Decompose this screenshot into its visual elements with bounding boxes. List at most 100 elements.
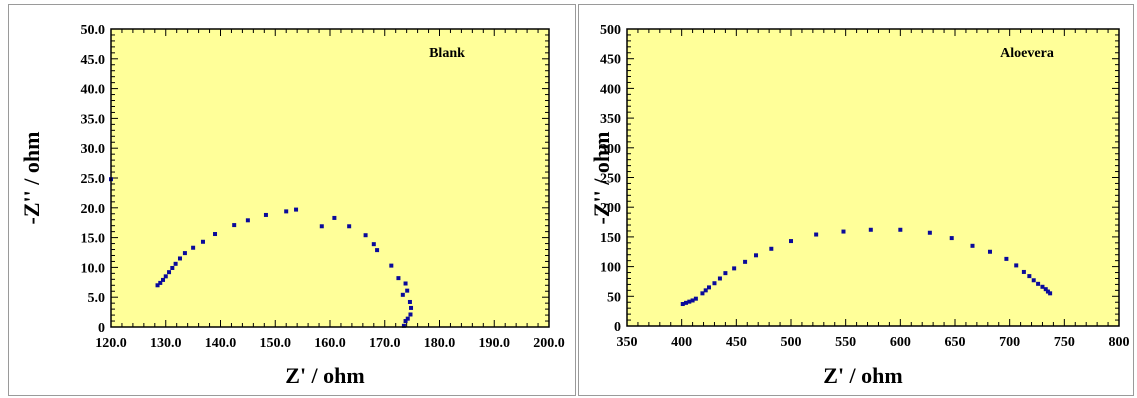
x-tick-label: 750	[1054, 335, 1075, 350]
data-point	[332, 215, 337, 220]
data-point	[712, 281, 717, 286]
plot-frame	[626, 28, 1120, 327]
y-tick-label: 450	[600, 53, 621, 68]
y-tick-labels: 0 5.0 10.0 15.0 20.0 25.0 30.0 35.0 40.0…	[81, 23, 106, 336]
chart-blank: 0 5.0 10.0 15.0 20.0 25.0 30.0 35.0 40.0…	[19, 23, 565, 388]
y-tick-label: 30.0	[81, 142, 106, 157]
x-tick-label: 130.0	[150, 336, 182, 351]
data-point	[213, 232, 218, 237]
data-point	[1036, 281, 1041, 286]
data-point	[363, 233, 368, 238]
x-axis-title: Z' / ohm	[285, 363, 364, 388]
y-tick-label: 300	[600, 142, 621, 157]
x-tick-label: 800	[1109, 335, 1130, 350]
data-point	[191, 245, 196, 250]
data-point	[1043, 287, 1048, 292]
data-point	[732, 266, 737, 271]
data-point	[949, 236, 954, 241]
data-point	[898, 227, 903, 232]
data-point	[1045, 289, 1050, 294]
data-point	[1021, 269, 1026, 274]
data-point	[263, 212, 268, 217]
x-tick-label: 200.0	[533, 336, 565, 351]
y-tick-label: 15.0	[81, 232, 106, 247]
data-point	[1027, 274, 1032, 279]
y-tick-label: 250	[600, 172, 621, 187]
y-tick-label: 150	[600, 231, 621, 246]
y-tick-label: 20.0	[81, 202, 106, 217]
x-tick-labels: 120.0 130.0 140.0 150.0 160.0 170.0 180.…	[95, 336, 565, 351]
x-tick-label: 120.0	[95, 336, 127, 351]
data-point	[200, 239, 205, 244]
data-point	[680, 302, 685, 307]
data-point	[375, 248, 380, 253]
data-point	[687, 299, 692, 304]
data-point	[400, 292, 405, 297]
data-point	[723, 271, 728, 276]
data-point	[389, 263, 394, 268]
data-point	[163, 274, 168, 279]
data-point	[717, 276, 722, 281]
data-point	[158, 280, 163, 285]
y-tick-label: 25.0	[81, 172, 106, 187]
data-point	[868, 227, 873, 232]
data-point	[814, 232, 819, 237]
data-point	[403, 281, 408, 286]
data-point	[405, 288, 410, 293]
y-tick-label: 100	[600, 261, 621, 276]
series-annotation: Blank	[429, 46, 465, 61]
data-point	[409, 305, 414, 310]
data-points	[680, 227, 1053, 307]
y-axis-title: -Z'' / ohm	[589, 132, 614, 225]
data-point	[970, 243, 975, 248]
data-point	[232, 223, 237, 228]
plot-area	[111, 29, 549, 327]
data-point	[155, 283, 160, 288]
data-point	[408, 312, 413, 317]
data-point	[177, 256, 182, 261]
y-tick-label: 50	[607, 290, 621, 305]
x-tick-label: 190.0	[479, 336, 511, 351]
x-axis-title: Z' / ohm	[823, 363, 902, 388]
data-point	[405, 316, 410, 321]
x-tick-label: 140.0	[205, 336, 237, 351]
x-tick-label: 600	[890, 335, 911, 350]
data-point	[170, 265, 175, 270]
y-tick-label: 350	[600, 112, 621, 127]
data-point	[182, 251, 187, 256]
y-tick-label: 40.0	[81, 83, 106, 98]
data-point	[1014, 263, 1019, 268]
y-tick-label: 0	[98, 321, 105, 336]
data-point	[1031, 278, 1036, 283]
plot-frame	[110, 28, 550, 328]
y-tick-label: 400	[600, 82, 621, 97]
data-point	[401, 323, 406, 328]
data-point	[707, 285, 711, 290]
y-tick-labels: 0 50 100 150 200 250 300 350 400 450 500	[600, 23, 621, 335]
data-point	[690, 298, 695, 303]
y-tick-label: 200	[600, 201, 621, 216]
data-point	[1004, 256, 1009, 261]
series-annotation: Aloevera	[1000, 46, 1054, 61]
chart-panel-aloevera: 0 50 100 150 200 250 300 350 400 450 500…	[578, 4, 1134, 396]
data-point	[987, 249, 992, 254]
x-tick-label: 400	[671, 335, 692, 350]
x-tick-label: 180.0	[424, 336, 456, 351]
data-point	[754, 253, 759, 258]
data-point	[245, 218, 250, 223]
data-point	[841, 229, 846, 234]
data-point	[769, 246, 774, 251]
x-tick-label: 160.0	[314, 336, 346, 351]
y-tick-label: 50.0	[81, 23, 106, 38]
x-tick-label: 150.0	[260, 336, 292, 351]
data-point	[396, 276, 401, 281]
data-point	[403, 319, 408, 324]
data-point	[703, 288, 708, 293]
data-point	[294, 207, 299, 212]
data-point	[789, 239, 793, 244]
x-tick-labels: 350 400 450 500 550 600 650 700 750 800	[617, 335, 1130, 350]
data-point	[173, 261, 178, 266]
x-tick-label: 500	[781, 335, 802, 350]
data-point	[284, 209, 289, 214]
x-tick-label: 350	[617, 335, 638, 350]
